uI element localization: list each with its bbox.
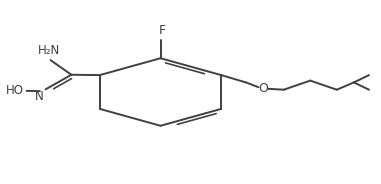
- Text: F: F: [159, 24, 166, 37]
- Text: H₂N: H₂N: [37, 44, 60, 57]
- Text: N: N: [35, 90, 44, 103]
- Text: HO: HO: [6, 84, 24, 97]
- Text: O: O: [258, 82, 268, 95]
